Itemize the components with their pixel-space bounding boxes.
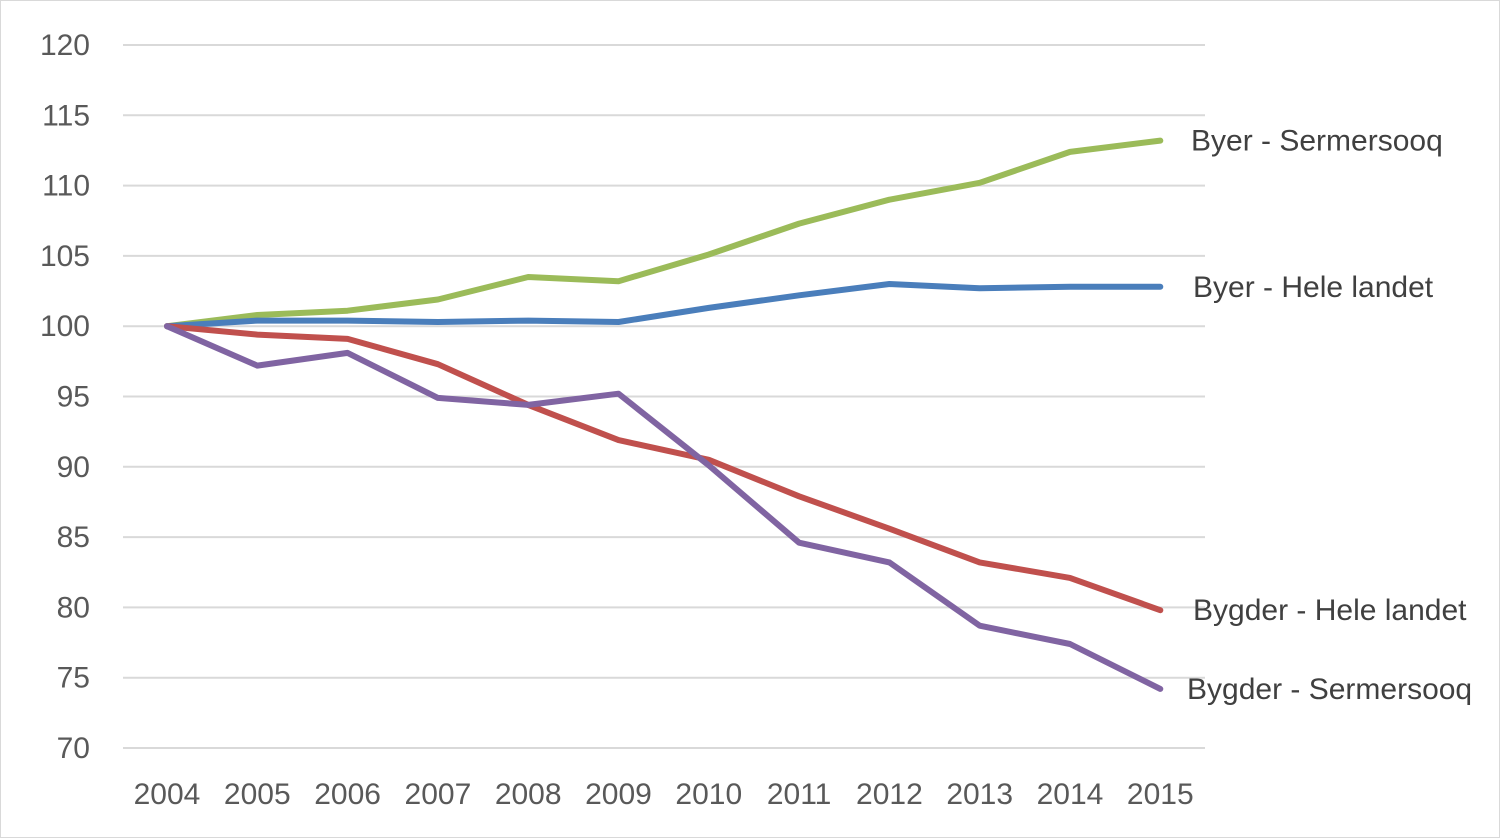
series-label-1: Byer - Sermersooq: [1191, 125, 1443, 158]
x-tick-label: 2013: [946, 778, 1013, 811]
series-line-1: [164, 137, 1164, 330]
series-line-4: [164, 323, 1164, 692]
x-tick-label: 2005: [224, 778, 291, 811]
gridlines: [123, 44, 1205, 749]
y-tick-label: 95: [57, 381, 90, 414]
series-label-3: Bygder - Hele landet: [1193, 594, 1467, 627]
x-tick-label: 2011: [767, 778, 832, 811]
y-tick-label: 110: [42, 170, 90, 203]
x-axis-tick-labels: 2004 2005 2006 2007 2008 2009 2010 2011 2012 2013…: [134, 778, 1194, 811]
y-tick-label: 100: [40, 310, 90, 343]
x-tick-label: 2009: [585, 778, 652, 811]
x-tick-label: 2012: [856, 778, 923, 811]
x-tick-label: 2014: [1037, 778, 1104, 811]
series-label-2: Byer - Hele landet: [1193, 271, 1434, 304]
y-tick-label: 70: [57, 732, 90, 765]
series-label-4: Bygder - Sermersooq: [1187, 673, 1472, 706]
y-tick-label: 85: [57, 521, 90, 554]
y-tick-label: 120: [40, 29, 90, 62]
x-tick-label: 2004: [134, 778, 201, 811]
y-axis-tick-labels: 70 75 80 85 90 95 100 105 110 115 120: [40, 29, 90, 765]
y-tick-label: 75: [57, 662, 90, 695]
x-tick-label: 2015: [1127, 778, 1194, 811]
series-line-3: [164, 323, 1164, 614]
y-tick-label: 115: [42, 99, 90, 132]
x-tick-label: 2007: [405, 778, 472, 811]
y-tick-label: 105: [40, 240, 90, 273]
x-tick-label: 2010: [675, 778, 742, 811]
series-line-2: [164, 281, 1164, 330]
y-tick-label: 80: [57, 591, 90, 624]
x-tick-label: 2006: [314, 778, 381, 811]
series-labels: Byer - Sermersooq Byer - Hele landet Bygde…: [1187, 125, 1472, 706]
y-tick-label: 90: [57, 451, 90, 484]
x-tick-label: 2008: [495, 778, 562, 811]
series-lines: [164, 137, 1164, 692]
